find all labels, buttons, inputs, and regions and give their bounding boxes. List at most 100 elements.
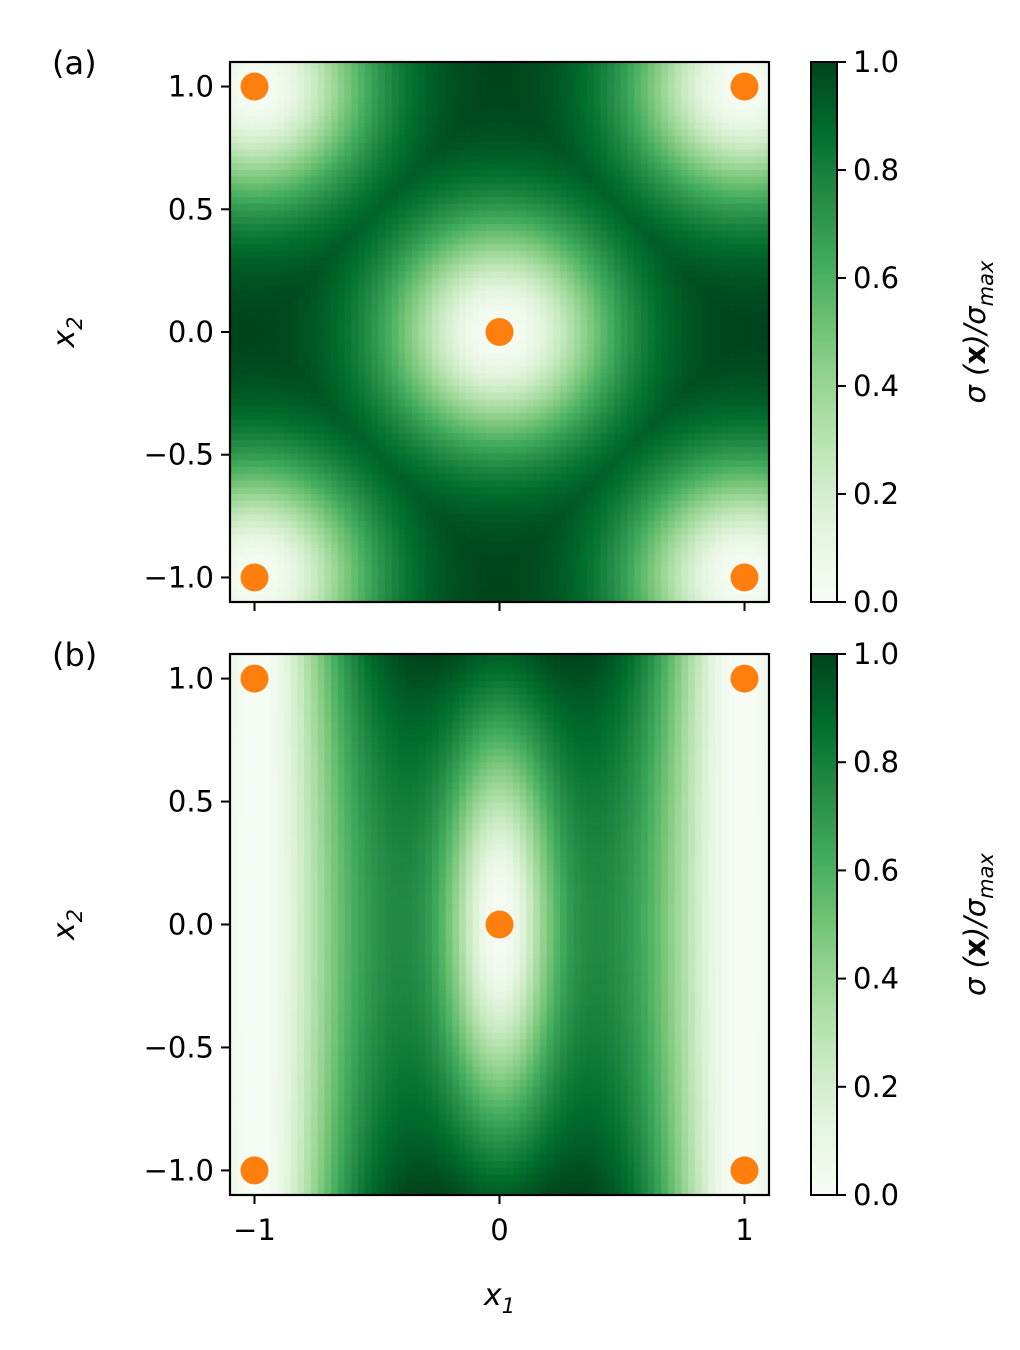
heatmap-cell (499, 440, 507, 448)
heatmap-cell (627, 372, 635, 380)
heatmap-cell (337, 143, 346, 151)
heatmap-cell (715, 318, 723, 326)
heatmap-cell (270, 359, 278, 367)
heatmap-cell (512, 305, 521, 313)
heatmap-cell (620, 318, 629, 326)
heatmap-cell (351, 399, 359, 407)
heatmap-cell (553, 352, 561, 360)
heatmap-cell (560, 419, 568, 428)
heatmap-cell (411, 244, 420, 252)
heatmap-cell (452, 278, 460, 286)
heatmap-cell (647, 197, 656, 205)
heatmap-cell (593, 230, 602, 239)
heatmap-cell (472, 419, 480, 428)
heatmap-cell (378, 453, 386, 461)
heatmap-cell (620, 116, 629, 124)
heatmap-cell (762, 176, 770, 185)
heatmap-cell (324, 325, 332, 333)
heatmap-cell (634, 237, 642, 245)
heatmap-cell (337, 473, 346, 482)
heatmap-cell (445, 365, 453, 374)
heatmap-cell (331, 170, 339, 178)
heatmap-cell (634, 305, 642, 313)
heatmap-cell (263, 163, 272, 171)
heatmap-cell (755, 176, 763, 185)
heatmap-cell (512, 406, 521, 414)
heatmap-cell (681, 446, 689, 455)
heatmap-cell (587, 237, 595, 245)
heatmap-cell (526, 156, 534, 164)
heatmap-cell (742, 460, 750, 468)
heatmap-cell (411, 298, 420, 306)
heatmap-cell (627, 271, 635, 279)
heatmap-cell (452, 129, 460, 137)
heatmap-cell (492, 399, 501, 407)
heatmap-cell (667, 413, 676, 421)
heatmap-cell (701, 122, 709, 131)
heatmap-cell (573, 345, 581, 353)
heatmap-cell (290, 345, 298, 353)
heatmap-cell (661, 338, 669, 347)
heatmap-cell (445, 446, 453, 455)
heatmap-cell (371, 372, 379, 380)
heatmap-cell (236, 386, 245, 394)
heatmap-cell (486, 244, 494, 252)
heatmap-cell (405, 170, 413, 178)
heatmap-cell (344, 406, 352, 414)
heatmap-cell (640, 413, 649, 421)
heatmap-cell (721, 332, 730, 340)
heatmap-cell (553, 156, 561, 164)
heatmap-cell (364, 419, 373, 428)
heatmap-cell (533, 359, 541, 367)
heatmap-cell (256, 224, 265, 232)
heatmap-cell (546, 102, 554, 110)
heatmap-cell (580, 237, 588, 245)
heatmap-cell (721, 318, 730, 326)
heatmap-cell (573, 440, 581, 448)
heatmap-cell (607, 264, 615, 272)
heatmap-cell (593, 399, 602, 407)
heatmap-cell (526, 392, 534, 401)
heatmap-cell (270, 190, 278, 198)
heatmap-cell (694, 359, 703, 367)
heatmap-cell (674, 278, 683, 286)
heatmap-cell (634, 359, 642, 367)
heatmap-cell (270, 163, 278, 171)
heatmap-cell (735, 257, 743, 266)
heatmap-cell (479, 210, 487, 218)
heatmap-cell (358, 460, 366, 468)
heatmap-cell (459, 305, 467, 313)
heatmap-cell (566, 332, 575, 340)
heatmap-cell (317, 332, 325, 340)
heatmap-cell (405, 433, 413, 441)
heatmap-cell (566, 318, 575, 326)
heatmap-cell (384, 406, 393, 414)
heatmap-cell (701, 278, 709, 286)
heatmap-cell (634, 102, 642, 110)
heatmap-cell (277, 311, 285, 320)
heatmap-cell (667, 257, 676, 266)
heatmap-cell (640, 473, 649, 482)
heatmap-cell (721, 203, 730, 212)
heatmap-cell (351, 109, 359, 117)
heatmap-cell (728, 399, 736, 407)
heatmap-cell (371, 136, 379, 144)
heatmap-cell (721, 386, 730, 394)
heatmap-cell (627, 365, 635, 374)
heatmap-cell (459, 359, 467, 367)
heatmap-cell (465, 203, 474, 212)
heatmap-cell (263, 183, 272, 191)
heatmap-cell (364, 75, 373, 83)
heatmap-cell (735, 453, 743, 461)
heatmap-cell (607, 467, 615, 475)
heatmap-cell (405, 325, 413, 333)
heatmap-cell (310, 136, 319, 144)
heatmap-cell (378, 163, 386, 171)
heatmap-cell (573, 318, 581, 326)
heatmap-cell (735, 365, 743, 374)
heatmap-cell (674, 89, 683, 97)
heatmap-cell (587, 89, 595, 97)
heatmap-cell (263, 453, 272, 461)
heatmap-cell (411, 460, 420, 468)
heatmap-cell (344, 338, 352, 347)
